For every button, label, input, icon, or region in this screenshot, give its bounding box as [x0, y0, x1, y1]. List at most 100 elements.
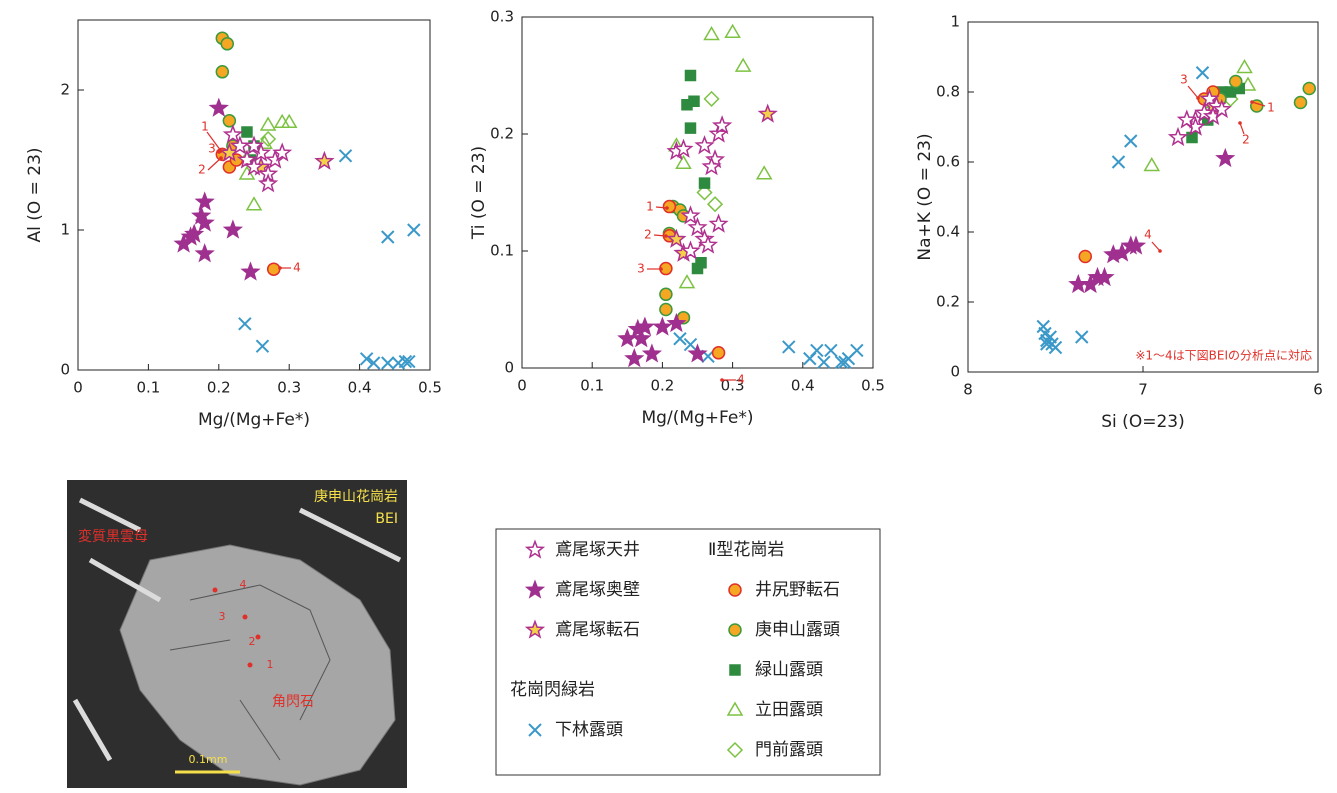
data-point: [693, 264, 703, 274]
annotation-arrow: [1188, 86, 1198, 98]
image-subtitle: BEI: [375, 511, 398, 527]
annotation: 1: [201, 120, 209, 134]
legend-marker: [729, 584, 741, 596]
annotation: 2: [198, 163, 206, 177]
data-point: [644, 346, 660, 361]
data-point: [340, 150, 352, 162]
legend-group: Ⅱ型花崗岩: [708, 540, 784, 560]
y-tick-label: 0.2: [936, 293, 960, 311]
x-tick-label: 0: [73, 379, 83, 397]
point-label: 4: [240, 578, 247, 591]
plot-frame: [968, 22, 1318, 372]
y-tick-label: 0.8: [936, 83, 960, 101]
image-label: 角閃石: [272, 694, 314, 710]
data-point: [811, 344, 823, 356]
annotation-arrowhead: [1238, 121, 1242, 125]
annotation: 2: [1242, 133, 1250, 147]
data-point: [689, 96, 699, 106]
analysis-point: [243, 615, 248, 620]
annotation-arrowhead: [720, 378, 724, 382]
annotation-arrowhead: [664, 234, 668, 238]
data-point: [818, 356, 830, 368]
data-point: [851, 344, 863, 356]
annotation: 1: [646, 200, 654, 214]
data-point: [711, 216, 727, 231]
annotation-arrowhead: [1250, 100, 1254, 104]
data-point: [680, 276, 694, 288]
annotation: 4: [737, 373, 745, 387]
x-tick-label: 0.4: [791, 377, 815, 395]
x-tick-label: 0: [517, 377, 527, 395]
data-point: [689, 219, 705, 234]
annotation-arrowhead: [1196, 96, 1200, 100]
annotation: 2: [644, 228, 652, 242]
data-point: [685, 71, 695, 81]
legend-label: 下林露頭: [555, 720, 623, 740]
annotation-arrowhead: [278, 266, 282, 270]
data-point: [256, 340, 268, 352]
image-label: 変質黒雲母: [78, 528, 148, 545]
y-tick-label: 1: [60, 221, 70, 239]
data-point: [736, 59, 750, 71]
data-point: [1197, 67, 1209, 79]
annotation-arrowhead: [665, 206, 669, 210]
data-point: [689, 346, 705, 361]
data-point: [1238, 61, 1252, 73]
legend-label: 門前露頭: [755, 740, 823, 760]
x-tick-label: 0.1: [580, 377, 604, 395]
analysis-point: [248, 663, 253, 668]
data-point: [197, 194, 213, 209]
legend-marker: [730, 665, 740, 675]
data-point: [221, 38, 233, 50]
y-tick-label: 0.6: [936, 153, 960, 171]
data-point: [685, 123, 695, 133]
data-point: [275, 115, 289, 127]
y-tick-label: 0: [504, 359, 514, 377]
note: ※1～4は下図BEIの分析点に対応: [1135, 349, 1312, 363]
image-title: 庚申山花崗岩: [314, 489, 398, 505]
legend-label: 緑山露頭: [755, 660, 823, 680]
data-point: [1295, 97, 1307, 109]
y-axis-label: Al (O = 23): [25, 147, 45, 242]
data-point: [408, 224, 420, 236]
data-point: [1076, 331, 1088, 343]
legend-label: 井尻野転石: [755, 580, 840, 600]
y-tick-label: 0.3: [490, 8, 514, 26]
data-point: [216, 66, 228, 78]
data-point: [268, 263, 280, 275]
data-point: [684, 339, 696, 351]
plot-frame: [78, 20, 430, 370]
data-point: [760, 106, 776, 121]
data-point: [1230, 76, 1242, 88]
data-point: [247, 198, 261, 210]
legend-label: 鳶尾塚転石: [555, 620, 640, 640]
legend-label: 庚申山露頭: [755, 620, 840, 640]
data-point: [713, 347, 725, 359]
legend-label: 鳶尾塚天井: [555, 540, 640, 560]
x-tick-label: 0.2: [207, 379, 231, 397]
data-point: [825, 344, 837, 356]
data-point: [211, 100, 227, 115]
x-axis-label: Si (O=23): [1101, 412, 1184, 432]
data-point: [626, 350, 642, 365]
y-tick-label: 0.4: [936, 223, 960, 241]
data-point: [705, 28, 719, 40]
data-point: [1217, 150, 1233, 165]
data-point: [708, 197, 722, 211]
data-point: [282, 115, 296, 127]
annotation-arrow: [208, 158, 221, 170]
annotation: 3: [637, 262, 645, 276]
x-tick-label: 8: [963, 381, 973, 399]
annotation-arrowhead: [659, 267, 663, 271]
annotation-arrowhead: [217, 150, 221, 154]
data-point: [223, 115, 235, 127]
data-point: [260, 175, 276, 190]
point-label: 2: [249, 635, 256, 648]
legend-label: 立田露頭: [755, 700, 823, 720]
y-tick-label: 0.1: [490, 242, 514, 260]
data-point: [316, 153, 332, 168]
analysis-point: [256, 635, 261, 640]
annotation: 4: [1144, 228, 1152, 242]
data-point: [696, 137, 712, 152]
data-point: [705, 92, 719, 106]
